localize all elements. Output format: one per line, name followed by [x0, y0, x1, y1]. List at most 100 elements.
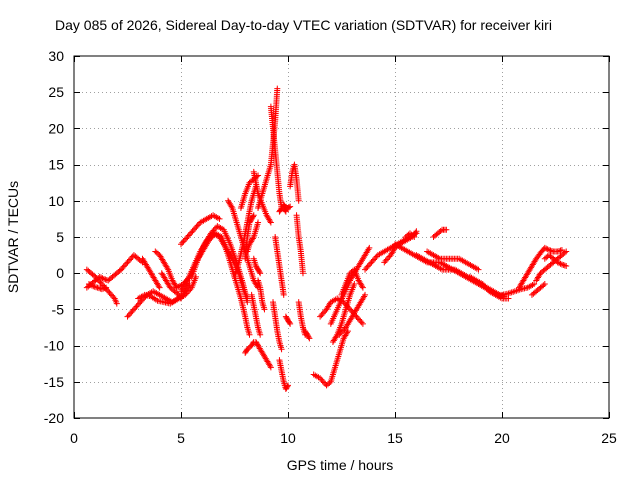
series-arc-31: [282, 313, 294, 327]
data-point: [113, 300, 120, 307]
data-point: [178, 295, 184, 302]
series-arc-7: [135, 281, 193, 307]
data-point: [358, 319, 365, 326]
data-point: [382, 257, 389, 264]
data-point: [188, 229, 195, 236]
data-point: [482, 283, 489, 290]
data-point: [186, 281, 193, 288]
data-point: [362, 291, 369, 298]
data-point: [305, 334, 312, 341]
series-arc-55: [528, 281, 548, 298]
data-point: [320, 309, 327, 316]
x-tick-label: 25: [601, 430, 617, 446]
data-point: [531, 281, 538, 288]
series-arc-53: [533, 248, 570, 284]
data-point: [103, 284, 110, 291]
data-point: [177, 294, 184, 301]
series-arc-40: [329, 281, 358, 345]
data-point: [189, 228, 196, 235]
data-point: [250, 212, 257, 219]
data-point: [106, 289, 113, 296]
x-tick-label: 5: [177, 430, 185, 446]
data-point: [185, 232, 192, 239]
data-point: [372, 254, 379, 261]
series-arc-47: [424, 248, 482, 273]
data-point: [340, 327, 347, 334]
data-point: [371, 256, 378, 263]
data-point: [541, 281, 548, 288]
data-point: [505, 295, 512, 302]
data-point: [409, 232, 416, 239]
series-arc-41: [336, 291, 369, 338]
data-point: [97, 279, 104, 286]
data-point: [250, 213, 257, 220]
series-arc-37: [310, 328, 351, 389]
data-point: [381, 259, 388, 266]
data-point: [194, 222, 201, 229]
data-point: [284, 383, 291, 390]
data-point: [556, 260, 563, 267]
data-point: [124, 313, 131, 320]
data-point: [181, 279, 188, 286]
data-point: [107, 291, 114, 298]
data-point: [183, 235, 190, 242]
data-point: [94, 276, 101, 283]
data-point: [92, 273, 99, 280]
data-point: [344, 329, 351, 336]
series-arc-4: [118, 252, 146, 273]
data-point: [257, 270, 264, 277]
data-point: [557, 260, 564, 267]
data-point: [119, 265, 126, 272]
x-axis-label: GPS time / hours: [287, 457, 394, 473]
data-point: [130, 306, 137, 313]
series-arc-21: [252, 338, 274, 371]
y-tick-label: -5: [52, 301, 65, 317]
data-point: [443, 226, 450, 233]
data-point: [287, 203, 294, 210]
data-point: [563, 262, 570, 269]
data-point: [132, 304, 139, 311]
data-point: [257, 331, 264, 338]
data-point: [383, 256, 390, 263]
data-point: [558, 247, 565, 254]
series-arc-9: [158, 270, 184, 302]
data-point: [365, 262, 372, 269]
data-point: [319, 378, 326, 385]
data-point: [354, 315, 361, 322]
data-point: [246, 331, 253, 338]
data-point: [255, 219, 262, 226]
data-point: [164, 265, 171, 272]
data-point: [134, 302, 141, 309]
data-point: [338, 328, 345, 335]
data-point: [318, 312, 325, 319]
y-tick-label: 0: [56, 265, 64, 281]
data-point: [129, 307, 136, 314]
series-arc-32: [280, 201, 294, 212]
data-point: [193, 223, 200, 230]
series-arc-19: [244, 219, 262, 255]
data-point: [121, 262, 128, 269]
data-point: [286, 204, 293, 211]
y-tick-label: 30: [48, 48, 64, 64]
data-point: [317, 375, 324, 382]
series-arc-36: [302, 328, 313, 342]
data-point: [299, 270, 306, 277]
series-arc-39: [327, 244, 373, 327]
data-point: [362, 266, 369, 273]
y-tick-label: 15: [48, 157, 64, 173]
grid-lines: [74, 56, 609, 418]
data-point: [285, 382, 291, 389]
data-point: [368, 259, 375, 266]
data-point: [120, 263, 127, 270]
data-point: [123, 260, 130, 267]
data-point: [367, 260, 374, 267]
series-arc-49: [402, 230, 418, 240]
data-point: [319, 310, 326, 317]
data-point: [333, 333, 340, 340]
series-arc-33: [287, 161, 302, 204]
data-point: [351, 281, 358, 288]
series-arc-12: [173, 230, 253, 338]
y-tick-label: 5: [56, 229, 64, 245]
data-point: [483, 285, 490, 292]
series-arc-25: [255, 85, 281, 212]
